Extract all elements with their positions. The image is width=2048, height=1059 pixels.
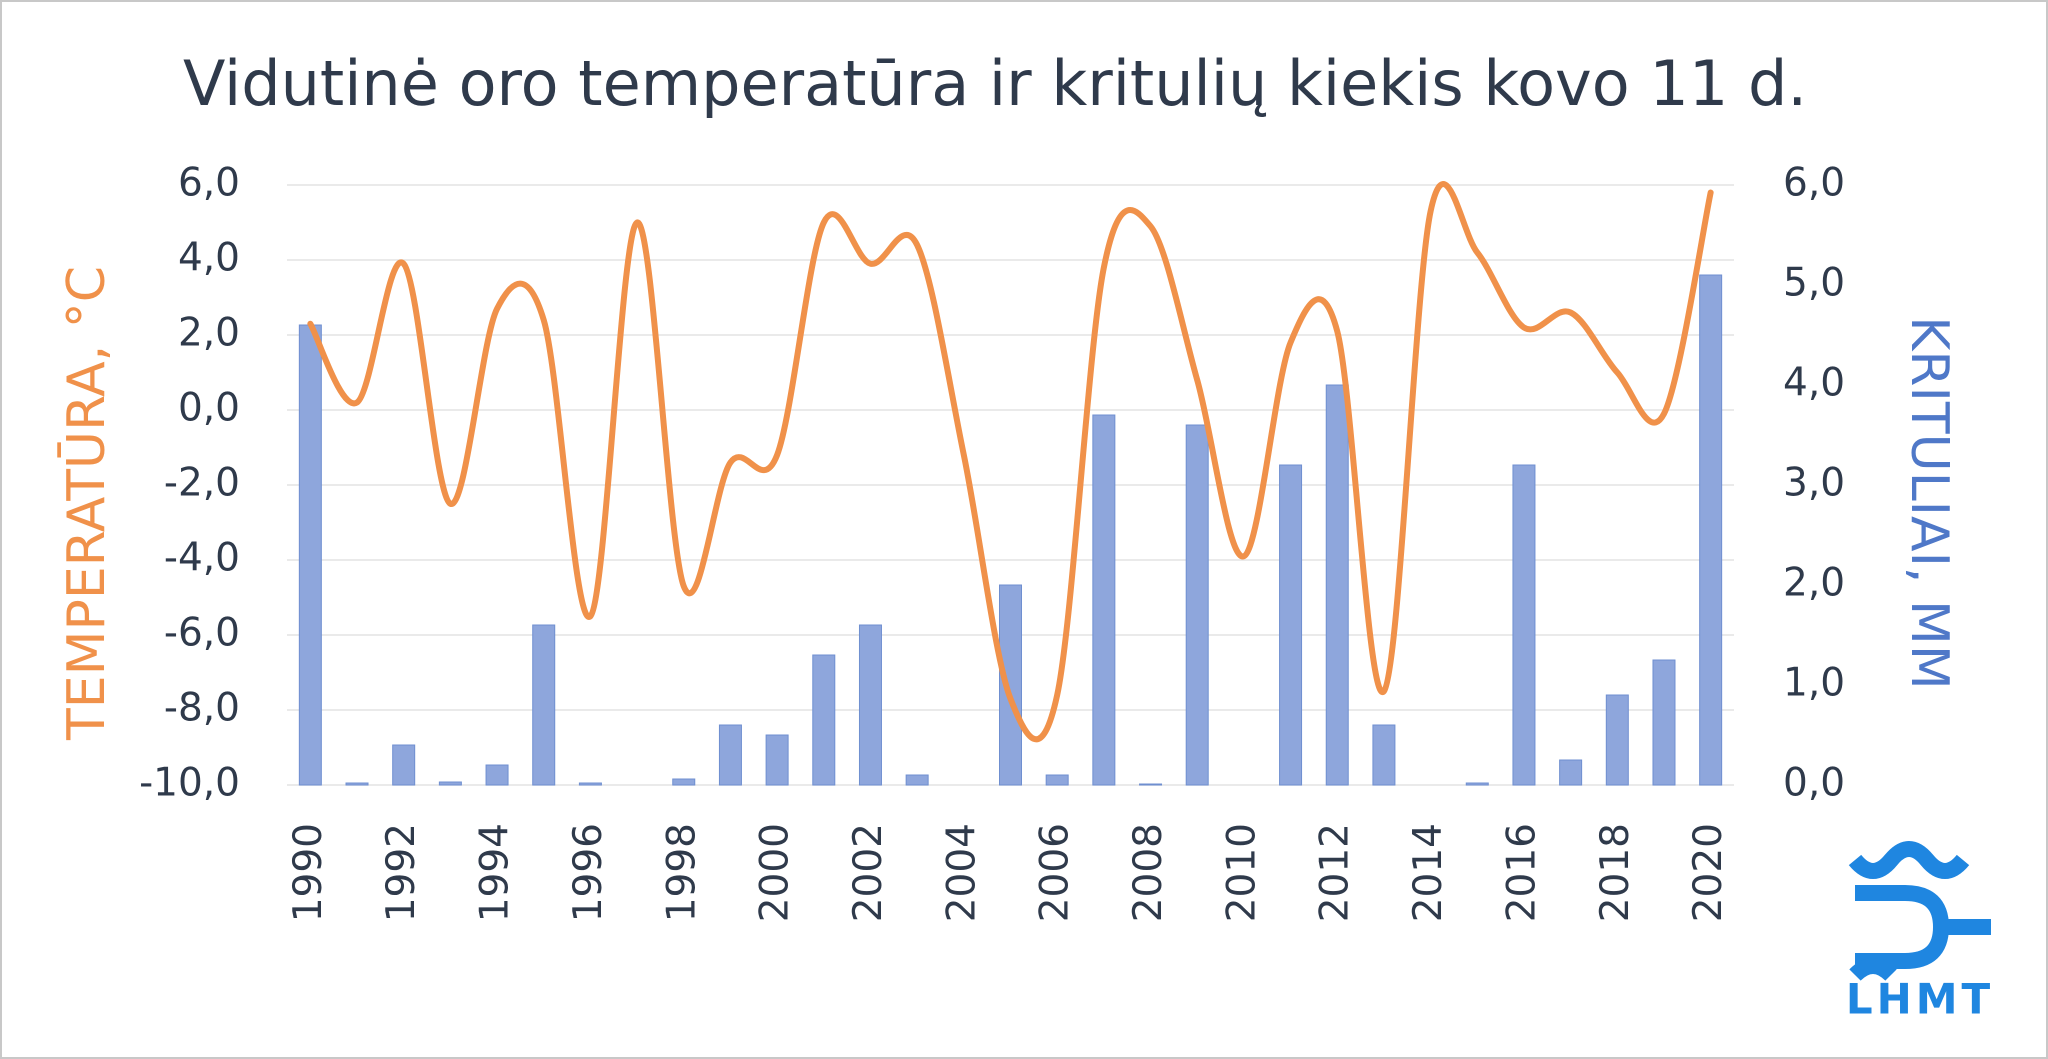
- x-tick-label: 2002: [846, 823, 891, 922]
- bar: [1139, 783, 1163, 786]
- x-tick-label: 2004: [939, 823, 984, 922]
- bar: [1325, 384, 1349, 786]
- logo-wave: [1848, 841, 1970, 879]
- x-tick-label: 2012: [1313, 823, 1358, 922]
- bar: [392, 744, 416, 786]
- x-tick-label: 1994: [473, 823, 518, 922]
- bar: [532, 624, 556, 786]
- y2-tick-label: 1,0: [1783, 661, 1845, 706]
- bar: [1652, 659, 1676, 786]
- bar: [438, 781, 462, 786]
- bar: [1092, 414, 1116, 786]
- bar: [485, 764, 509, 786]
- y-tick-label: -8,0: [164, 686, 240, 731]
- x-tick-label: 2000: [753, 823, 798, 922]
- x-tick-label: 2014: [1406, 823, 1451, 922]
- bar: [1559, 759, 1583, 786]
- x-tick-label: 1990: [286, 823, 331, 922]
- bar: [1185, 424, 1209, 786]
- chart-title: Vidutinė oro temperatūra ir kritulių kie…: [183, 47, 1807, 120]
- bar: [1512, 464, 1536, 786]
- x-tick-label: 2010: [1219, 823, 1264, 922]
- y2-axis-title: KRITULIAI, MM: [1899, 316, 1959, 689]
- y-tick-label: 2,0: [178, 311, 240, 356]
- logo-text: LHMT: [1846, 975, 1994, 1024]
- x-tick-label: 1992: [379, 823, 424, 922]
- x-tick-label: 2006: [1033, 823, 1078, 922]
- y2-tick-label: 4,0: [1783, 361, 1845, 406]
- y-tick-label: -4,0: [164, 536, 240, 581]
- bar: [1699, 274, 1723, 786]
- y2-tick-label: 0,0: [1783, 761, 1845, 806]
- y2-tick-label: 5,0: [1783, 261, 1845, 306]
- x-tick-label: 2018: [1593, 823, 1638, 922]
- logo-wave: [1849, 958, 1897, 981]
- bar: [1605, 694, 1629, 786]
- bar: [298, 324, 322, 786]
- bar: [1465, 782, 1489, 786]
- bar: [905, 774, 929, 786]
- x-tick-label: 1998: [659, 823, 704, 922]
- y-tick-label: -10,0: [139, 761, 240, 806]
- bar: [812, 654, 836, 786]
- y-tick-label: 4,0: [178, 236, 240, 281]
- x-tick-label: 2016: [1499, 823, 1544, 922]
- y2-tick-label: 6,0: [1783, 161, 1845, 206]
- y-tick-label: 6,0: [178, 161, 240, 206]
- bar: [345, 782, 369, 786]
- line: [307, 181, 1714, 743]
- bar: [999, 584, 1022, 786]
- bar: [672, 778, 696, 786]
- y2-tick-label: 2,0: [1783, 561, 1845, 606]
- logo: [1848, 841, 1991, 981]
- bar: [1045, 774, 1069, 786]
- bar: [578, 782, 602, 786]
- bar: [718, 724, 742, 786]
- y2-tick-label: 3,0: [1783, 461, 1845, 506]
- bar: [1372, 724, 1396, 786]
- y-axis-title: TEMPERATŪRA, °C: [57, 266, 117, 741]
- bar: [858, 624, 882, 786]
- bar: [765, 734, 789, 786]
- x-tick-label: 2020: [1686, 823, 1731, 922]
- y-tick-label: -6,0: [164, 611, 240, 656]
- x-tick-label: 1996: [566, 823, 611, 922]
- y-tick-label: 0,0: [178, 386, 240, 431]
- x-tick-label: 2008: [1126, 823, 1171, 922]
- bar: [1279, 464, 1303, 786]
- y-tick-label: -2,0: [164, 461, 240, 506]
